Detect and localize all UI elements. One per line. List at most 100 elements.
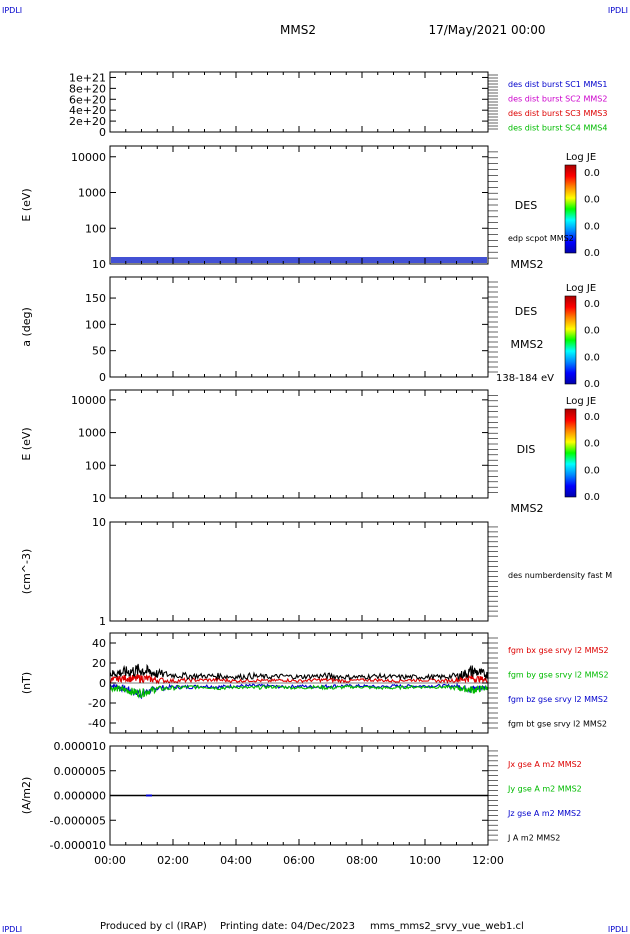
legend-entry: fgm bx gse srvy l2 MMS2 (508, 646, 609, 655)
y-tick-label: 6e+20 (69, 93, 106, 106)
legend-entry: Jz gse A m2 MMS2 (507, 809, 581, 818)
date-title: 17/May/2021 00:00 (428, 23, 545, 37)
y-tick-label: 1 (99, 615, 106, 628)
colorbar-tick-label: 0.0 (584, 412, 600, 423)
panel-frame (109, 71, 489, 133)
y-tick-label: 1000 (78, 427, 106, 440)
legend-entry: Jy gse A m2 MMS2 (507, 785, 582, 794)
panel-des-energy-spectrogram: Log JE 0.0 0.0 0.0 0.0 DES edp scpot MMS2 MMS2 1… (20, 145, 600, 271)
y-tick-label: 0 (99, 371, 106, 384)
colorbar-title: Log JE (566, 152, 596, 163)
corner-label-bottom-left: IPDLI (2, 925, 22, 934)
y-tick-label: 100 (85, 222, 106, 235)
x-axis: 00:00 02:00 04:00 06:00 08:00 10:00 12:00 (94, 854, 504, 867)
spacecraft-label: MMS2 (511, 502, 544, 515)
scpot-label: edp scpot MMS2 (508, 234, 574, 243)
y-tick-label: 0 (99, 126, 106, 139)
y-tick-label: 8e+20 (69, 82, 106, 95)
panel-frame (109, 276, 489, 378)
corner-label-bottom-right: IPDLI (608, 925, 628, 934)
colorbar-tick-label: 0.0 (584, 195, 600, 206)
x-tick-label: 06:00 (283, 854, 315, 867)
panel-frame (109, 521, 489, 622)
x-tick-label: 02:00 (157, 854, 189, 867)
legend-entry: Jx gse A m2 MMS2 (507, 760, 582, 769)
y-tick-label: 10000 (71, 394, 106, 407)
y-tick-label: 0.000005 (54, 765, 107, 778)
legend-entry: des dist burst SC2 MMS2 (508, 95, 607, 104)
y-tick-label: 40 (92, 637, 106, 650)
panel-des-density: des numberdensity fast M 10 1 (cm^-3) (20, 516, 612, 628)
legend-entry: des dist burst SC4 MMS4 (508, 124, 607, 133)
x-tick-label: 00:00 (94, 854, 126, 867)
series-line-0 (109, 673, 488, 685)
panels-group: des dist burst SC1 MMS1 des dist burst SC… (20, 71, 612, 867)
legend-entry: fgm bt gse srvy l2 MMS2 (508, 720, 607, 729)
series-line-2 (109, 682, 488, 700)
panel-fgm-magnetic-field: fgm bx gse srvy l2 MMS2 fgm by gse srvy l… (20, 632, 609, 734)
colorbar-tick-label: 0.0 (584, 221, 600, 232)
y-tick-label: 50 (92, 345, 106, 358)
colorbar (564, 164, 577, 254)
produced-by-label: Produced by cl (IRAP) (100, 921, 207, 932)
colorbar-tick-label: 0.0 (584, 439, 600, 450)
y-tick-label: 100 (85, 459, 106, 472)
panel-frame (109, 389, 489, 499)
spacecraft-title: MMS2 (280, 23, 316, 37)
y-tick-label: 10 (92, 516, 106, 529)
x-tick-label: 12:00 (472, 854, 504, 867)
colorbar-tick-label: 0.0 (584, 352, 600, 363)
plot-file-label: mms_mms2_srvy_vue_web1.cl (370, 921, 524, 932)
panel-curlometer-current: Jx gse A m2 MMS2 Jy gse A m2 MMS2 Jz gse A… (20, 740, 582, 852)
x-tick-label: 04:00 (220, 854, 252, 867)
y-tick-label: 4e+20 (69, 104, 106, 117)
spacecraft-label: MMS2 (511, 338, 544, 351)
colorbar (564, 408, 577, 498)
corner-label-top-left: IPDLI (2, 6, 22, 15)
y-axis-label: E (eV) (20, 427, 33, 460)
corner-label-top-right: IPDLI (608, 6, 628, 15)
series-line-3 (109, 663, 488, 681)
y-axis-label: a (deg) (20, 307, 33, 347)
colorbar-tick-label: 0.0 (584, 299, 600, 310)
y-tick-label: 0 (99, 677, 106, 690)
y-tick-label: 10000 (71, 151, 106, 164)
instrument-label: DIS (517, 443, 536, 456)
y-axis-label: (nT) (20, 672, 33, 694)
legend-entry: des dist burst SC3 MMS3 (508, 109, 607, 118)
legend-entry: fgm bz gse srvy l2 MMS2 (508, 695, 608, 704)
y-tick-label: 100 (85, 318, 106, 331)
panel-des-dist-burst: des dist burst SC1 MMS1 des dist burst SC… (69, 71, 607, 139)
y-axis-label: (cm^-3) (20, 549, 33, 595)
x-tick-label: 10:00 (409, 854, 441, 867)
legend-entry: fgm by gse srvy l2 MMS2 (508, 671, 609, 680)
y-tick-label: -0.000005 (50, 814, 106, 827)
series-line-1 (109, 684, 488, 699)
y-axis-label: E (eV) (20, 188, 33, 221)
y-tick-label: 0.000010 (54, 740, 107, 753)
y-tick-label: 10 (92, 492, 106, 505)
instrument-label: DES (515, 199, 537, 212)
legend-entry: des dist burst SC1 MMS1 (508, 80, 607, 89)
energy-range-label: 138-184 eV (496, 373, 554, 384)
colorbar-tick-label: 0.0 (584, 465, 600, 476)
instrument-label: DES (515, 305, 537, 318)
spacecraft-label: MMS2 (511, 258, 544, 271)
colorbar (564, 295, 577, 385)
colorbar-title: Log JE (566, 283, 596, 294)
colorbar-tick-label: 0.0 (584, 379, 600, 390)
y-tick-label: 150 (85, 292, 106, 305)
colorbar-tick-label: 0.0 (584, 168, 600, 179)
panel-des-pitch-angle: Log JE 0.0 0.0 0.0 0.0 DES MMS2 138-184 eV 150 10… (20, 276, 600, 390)
y-tick-label: -40 (88, 717, 106, 730)
colorbar-tick-label: 0.0 (584, 492, 600, 503)
panel-dis-energy-spectrogram: Log JE 0.0 0.0 0.0 0.0 DIS MMS2 10000 1000 100 10 E… (20, 389, 600, 515)
legend-entry: des numberdensity fast M (508, 571, 612, 580)
y-tick-label: 20 (92, 657, 106, 670)
colorbar-title: Log JE (566, 396, 596, 407)
y-tick-label: 1000 (78, 187, 106, 200)
y-axis-label: (A/m2) (20, 777, 33, 815)
x-tick-label: 08:00 (346, 854, 378, 867)
y-tick-label: 10 (92, 258, 106, 271)
